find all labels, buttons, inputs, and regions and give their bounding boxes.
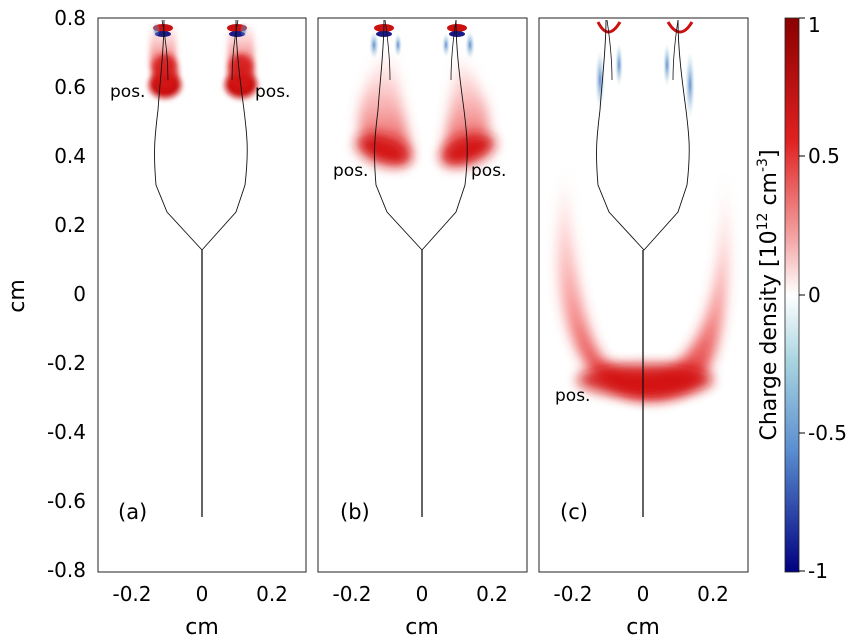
annotation-pos: pos. [255,82,290,102]
electrode-outline [231,19,239,81]
x-axis-label: cm [405,615,439,640]
y-tick-label: -0.2 [47,351,86,375]
charge-density-field [557,21,729,401]
colorbar-label-close: ] [757,149,782,158]
colorbar-tick-label: 0 [808,283,821,307]
y-axis-label: cm [5,279,30,313]
y-tick-label: 0.2 [54,213,86,237]
panel-c: pos. (c) -0.2 0 0.2 cm [538,17,749,640]
x-tick-label: 0.2 [476,582,508,606]
x-tick-label: -0.2 [553,582,592,606]
positive-streamer-head [577,364,713,396]
x-tick-label: 0 [196,582,209,606]
colorbar-tick-label: -0.5 [808,421,847,445]
positive-streamer-head [356,133,410,167]
y-tick-label: -0.6 [47,489,86,513]
electrode-outline [384,19,391,81]
colorbar-gradient [784,17,800,573]
panel-label: (a) [118,500,147,524]
panel-b: pos. pos. (b) -0.2 0 0.2 cm [317,17,528,640]
annotation-pos: pos. [110,82,145,102]
x-axis-label: cm [185,615,219,640]
y-tick-label: 0.6 [54,75,86,99]
annotation-pos: pos. [555,386,590,406]
colorbar-tick-label: 1 [808,13,821,37]
y-tick-label: 0 [73,282,86,306]
y-tick-label: -0.4 [47,420,86,444]
positive-streamer-head [152,54,178,90]
colorbar-tick-label: 0.5 [808,144,840,168]
colorbar-label-main: Charge density [10 [757,230,782,440]
electrode-outline [672,19,679,81]
colorbar-label: Charge density [1012 cm-3] [755,149,782,440]
negative-region [685,51,695,119]
electrode-outline [161,19,169,81]
electrode-cap [447,24,467,32]
negative-region [663,43,671,87]
colorbar-label-unit: cm [757,172,782,213]
negative-region [240,22,248,38]
x-axis-label: cm [626,615,660,640]
colorbar-tick-label: -1 [808,559,828,583]
y-tick-label: 0.4 [54,144,86,168]
electrode-outline [596,19,690,251]
negative-region [442,33,450,57]
x-tick-label: -0.2 [332,582,371,606]
positive-streamer-tail [359,50,411,160]
negative-region [369,31,379,59]
positive-streamer-head [228,54,254,90]
negative-region [465,31,475,59]
positive-streamer-head [441,133,495,167]
annotation-pos: pos. [333,161,368,181]
y-axis: 0.8 0.6 0.4 0.2 0 -0.2 -0.4 -0.6 -0.8 cm [5,6,86,582]
colorbar-label-exp1: 12 [755,213,771,231]
electrode-outline [606,19,613,81]
panel-label: (c) [560,500,588,524]
panel-a: pos. pos. (a) -0.2 0 0.2 cm [97,17,307,640]
y-tick-label: -0.8 [47,558,86,582]
negative-region [615,43,623,87]
electrode-outline [450,19,457,81]
x-tick-label: 0.2 [697,582,729,606]
x-tick-label: 0 [637,582,650,606]
negative-region [394,33,402,57]
x-tick-label: 0.2 [256,582,288,606]
panel-label: (b) [340,500,370,524]
charge-density-field [356,24,495,167]
electrode-cap [449,31,465,37]
colorbar: 1 0.5 0 -0.5 -1 Charge density [1012 cm-… [755,13,847,583]
x-tick-label: -0.2 [112,582,151,606]
y-tick-label: 0.8 [54,6,86,30]
x-tick-label: 0 [416,582,429,606]
annotation-pos: pos. [471,161,506,181]
negative-region [152,22,160,38]
negative-region [595,50,605,110]
positive-streamer-tail [445,50,489,160]
electrode-cap [666,21,694,34]
colorbar-label-exp2: -3 [755,158,771,172]
